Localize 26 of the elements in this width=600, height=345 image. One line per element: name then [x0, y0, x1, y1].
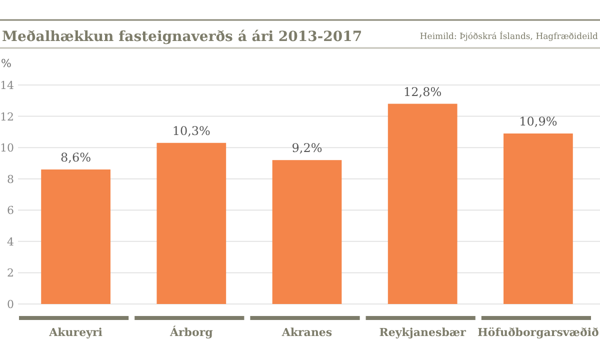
- text: Heimild: Þjóðskrá Íslands, Hagfræðideild: [420, 31, 599, 42]
- y-tick-label: 14: [0, 79, 14, 92]
- bar: [504, 133, 573, 304]
- chart-title: Meðalhækkun fasteignaverðs á ári 2013-2017: [2, 29, 362, 45]
- bar: [41, 169, 110, 304]
- y-tick-label: 2: [7, 266, 14, 280]
- x-tick-label: Reykjanesbær: [379, 326, 466, 339]
- x-tick-label: Akranes: [280, 326, 332, 339]
- y-tick-label: 10: [0, 142, 14, 155]
- y-tick-label: 6: [7, 204, 14, 218]
- bar: [272, 160, 342, 304]
- y-axis-title: %: [1, 57, 12, 70]
- bar: [388, 104, 458, 304]
- x-tick-label: Höfuðborgarsvæðið: [477, 326, 599, 339]
- y-tick-label: 12: [0, 110, 14, 124]
- bar: [156, 142, 226, 304]
- y-tick-label: 0: [7, 298, 14, 311]
- y-tick-label: 8: [7, 172, 14, 186]
- data-label: 12,8%: [404, 84, 442, 99]
- data-label: 10,3%: [172, 124, 210, 138]
- data-label: 9,2%: [292, 141, 322, 156]
- y-tick-label: 4: [7, 235, 14, 248]
- data-label: 10,9%: [519, 114, 558, 128]
- data-label: 8,6%: [60, 150, 92, 164]
- x-tick-label: Árborg: [168, 325, 214, 339]
- x-tick-label: Akureyri: [48, 326, 102, 339]
